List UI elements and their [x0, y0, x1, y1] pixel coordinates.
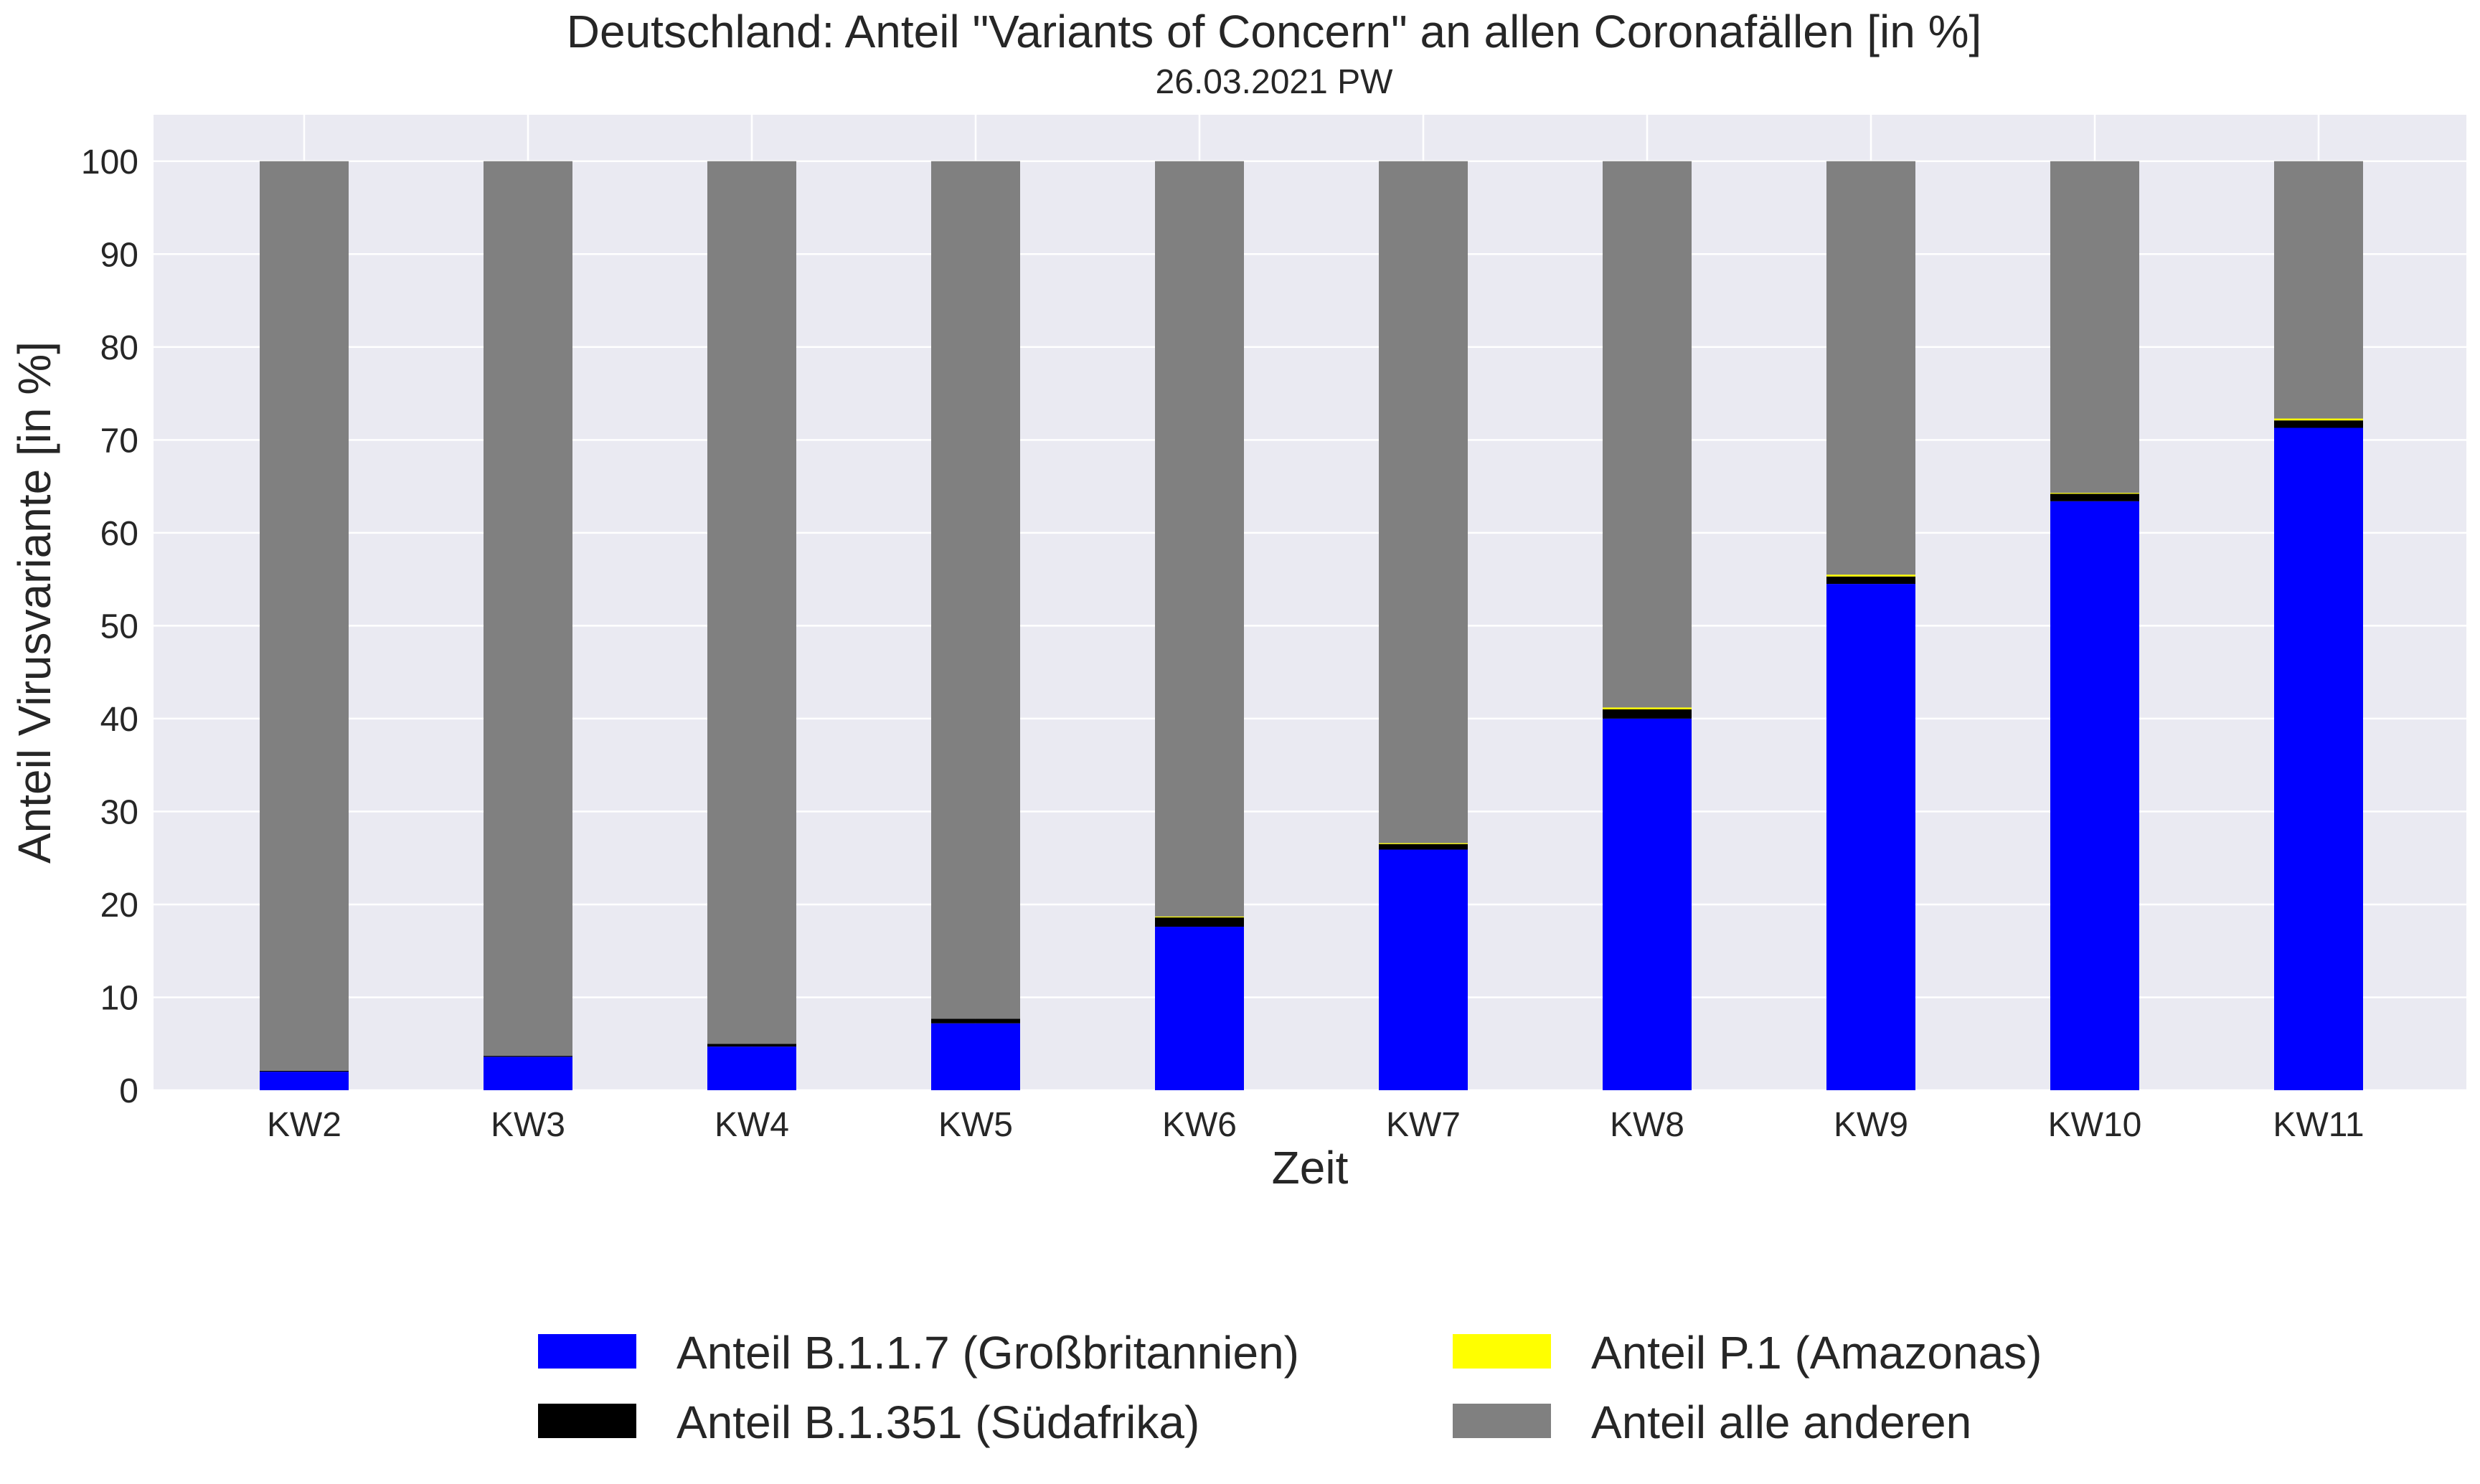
y-tick-label: 100	[81, 143, 138, 181]
bar-segment	[260, 161, 349, 1071]
legend-swatch	[538, 1334, 636, 1369]
legend: Anteil B.1.1.7 (Großbritannien) Anteil B.…	[538, 1327, 2042, 1448]
x-tick-label: KW8	[1610, 1106, 1684, 1144]
x-tick-label: KW4	[715, 1106, 789, 1144]
legend-swatch	[1453, 1404, 1551, 1438]
bar-segment	[931, 1019, 1020, 1024]
y-tick-label: 40	[100, 701, 138, 739]
y-tick-label: 80	[100, 329, 138, 367]
bar-segment	[2274, 427, 2363, 1090]
y-tick-label: 70	[100, 422, 138, 460]
bar-segment	[1826, 584, 1915, 1090]
legend-label: Anteil B.1.351 (Südafrika)	[676, 1396, 1199, 1448]
bar-segment	[484, 161, 572, 1057]
bar-segment	[931, 1023, 1020, 1090]
x-tick-label: KW6	[1162, 1106, 1237, 1144]
bar-segment	[2274, 420, 2363, 428]
y-tick-labels: 0 10 20 30 40 50 60 70 80 90 100	[81, 143, 138, 1110]
x-tick-label: KW10	[2048, 1106, 2142, 1144]
bar-segment	[2050, 493, 2139, 501]
y-tick-label: 20	[100, 887, 138, 925]
chart-subtitle: 26.03.2021 PW	[1156, 63, 1394, 101]
legend-item: Anteil alle anderen	[1453, 1396, 1971, 1448]
legend-swatch	[538, 1404, 636, 1438]
legend-item: Anteil B.1.351 (Südafrika)	[538, 1396, 1199, 1448]
bar-segment	[1826, 161, 1915, 575]
bar-segment	[1603, 718, 1692, 1090]
bar-segment	[2050, 161, 2139, 493]
bar-segment	[1379, 161, 1468, 843]
legend-label: Anteil B.1.1.7 (Großbritannien)	[676, 1327, 1299, 1379]
legend-label: Anteil P.1 (Amazonas)	[1591, 1327, 2042, 1379]
bar-stack-kw4	[707, 161, 796, 1090]
bar-segment	[1826, 576, 1915, 585]
bar-stack-kw11	[2274, 161, 2363, 1090]
bar-stack-kw5	[931, 161, 1020, 1090]
bar-segment	[1379, 843, 1468, 850]
bar-stack-kw2	[260, 161, 349, 1090]
bar-segment	[707, 1046, 796, 1090]
bar-stack-kw7	[1379, 161, 1468, 1090]
bar-segment	[2274, 161, 2363, 419]
bar-stack-kw8	[1603, 161, 1692, 1090]
y-tick-label: 90	[100, 236, 138, 274]
x-tick-labels: KW2 KW3 KW4 KW5 KW6 KW7 KW8 KW9 KW10 KW11	[267, 1106, 2365, 1144]
bar-segment	[707, 1044, 796, 1047]
bar-segment	[707, 161, 796, 1044]
bar-segment	[260, 1070, 349, 1072]
bar-segment	[931, 161, 1020, 1019]
bar-segment	[1826, 575, 1915, 577]
legend-item: Anteil B.1.1.7 (Großbritannien)	[538, 1327, 1299, 1379]
y-tick-label: 30	[100, 793, 138, 831]
x-tick-label: KW7	[1386, 1106, 1461, 1144]
bar-segment	[1603, 161, 1692, 708]
bar-segment	[260, 1072, 349, 1090]
legend-swatch	[1453, 1334, 1551, 1369]
bar-segment	[484, 1056, 572, 1057]
bar-stack-kw10	[2050, 161, 2139, 1090]
x-tick-label: KW9	[1834, 1106, 1908, 1144]
bar-segment	[1603, 709, 1692, 719]
bar-stack-kw3	[484, 161, 572, 1090]
bar-segment	[1155, 927, 1244, 1090]
x-tick-label: KW11	[2273, 1106, 2364, 1144]
bar-stack-kw6	[1155, 161, 1244, 1090]
bars	[260, 161, 2363, 1090]
bar-segment	[484, 1057, 572, 1090]
x-axis-label: Zeit	[1272, 1142, 1349, 1194]
x-tick-label: KW2	[267, 1106, 341, 1144]
y-tick-label: 10	[100, 979, 138, 1017]
bar-segment	[1603, 707, 1692, 709]
bar-stack-kw9	[1826, 161, 1915, 1090]
legend-label: Anteil alle anderen	[1591, 1396, 1971, 1448]
x-tick-label: KW3	[491, 1106, 565, 1144]
y-axis-label: Anteil Virusvariante [in %]	[9, 341, 60, 864]
bar-segment	[1155, 917, 1244, 927]
y-tick-label: 0	[119, 1072, 138, 1110]
bar-segment	[1155, 161, 1244, 917]
x-tick-label: KW5	[938, 1106, 1013, 1144]
y-tick-label: 60	[100, 515, 138, 553]
y-tick-label: 50	[100, 608, 138, 646]
bar-segment	[2274, 418, 2363, 421]
bar-segment	[2050, 501, 2139, 1090]
legend-item: Anteil P.1 (Amazonas)	[1453, 1327, 2042, 1379]
chart-title: Deutschland: Anteil "Variants of Concern…	[567, 6, 1982, 57]
bar-segment	[1379, 849, 1468, 1090]
